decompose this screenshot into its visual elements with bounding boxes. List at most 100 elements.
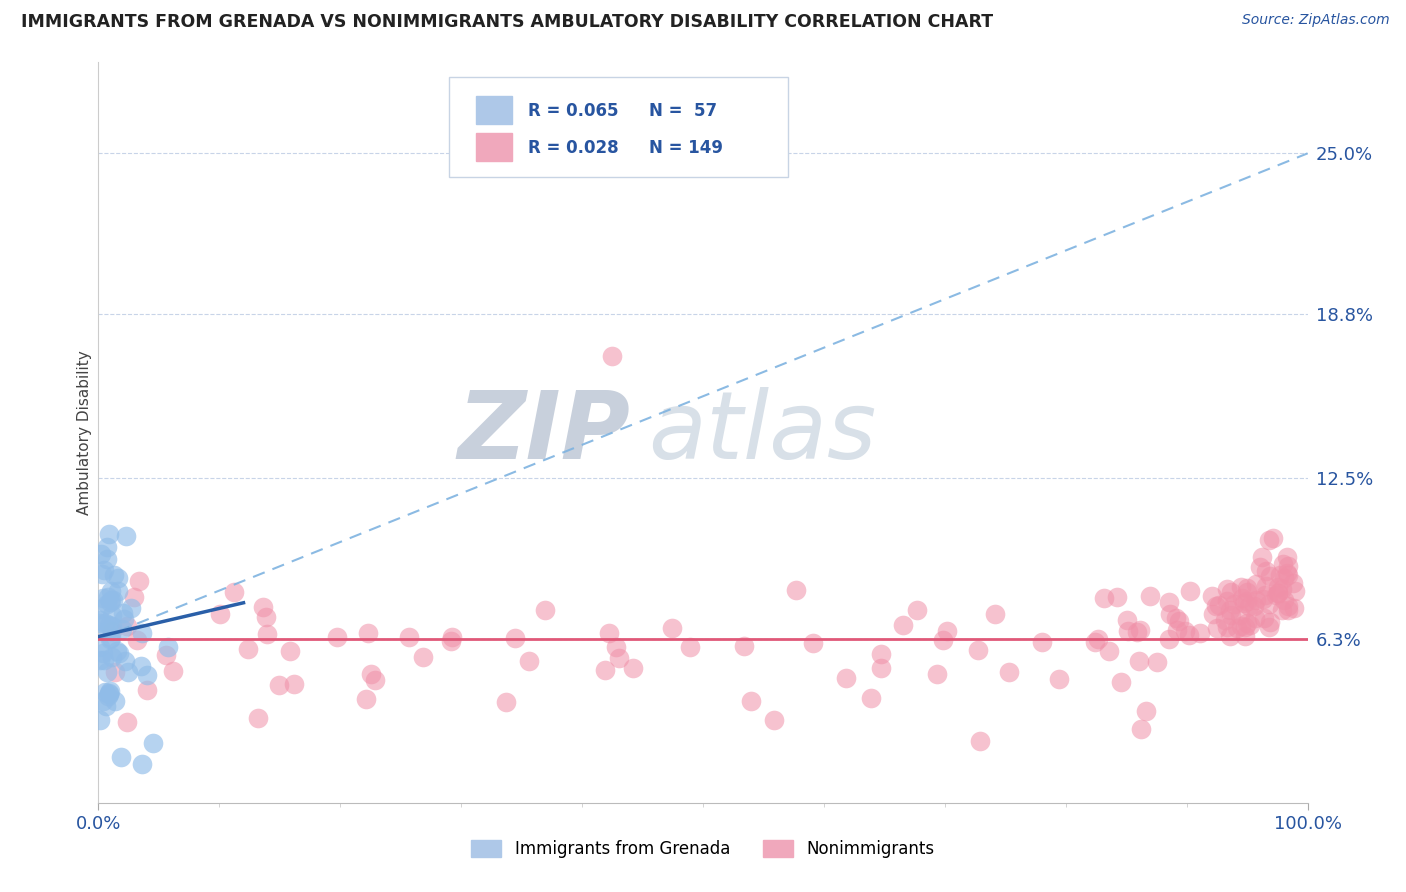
Point — [1215, 613, 1237, 627]
Point — [1261, 531, 1284, 545]
FancyBboxPatch shape — [449, 78, 787, 178]
Point — [1267, 586, 1289, 600]
Point — [96, 597, 118, 611]
Point — [114, 654, 136, 668]
Point — [503, 631, 526, 645]
Point — [1157, 632, 1180, 647]
Point — [117, 619, 139, 633]
Point — [91, 694, 114, 708]
Point — [1236, 594, 1258, 608]
Text: R = 0.028: R = 0.028 — [527, 138, 619, 157]
Point — [927, 667, 949, 681]
Point — [1277, 549, 1299, 564]
FancyBboxPatch shape — [475, 95, 512, 124]
Point — [115, 715, 138, 730]
Point — [1246, 576, 1268, 591]
Point — [89, 613, 111, 627]
Point — [89, 602, 111, 616]
Text: R = 0.065: R = 0.065 — [527, 102, 619, 120]
Point — [1284, 601, 1306, 615]
Point — [1282, 576, 1305, 591]
Text: Source: ZipAtlas.com: Source: ZipAtlas.com — [1241, 13, 1389, 28]
Point — [785, 582, 807, 597]
Point — [98, 632, 121, 647]
Point — [1271, 557, 1294, 571]
Point — [679, 640, 702, 655]
Point — [91, 566, 114, 581]
Point — [97, 688, 120, 702]
Point — [441, 630, 464, 644]
Point — [252, 600, 274, 615]
Point — [131, 756, 153, 771]
Point — [103, 568, 125, 582]
Point — [1274, 592, 1296, 607]
Point — [1220, 585, 1243, 599]
Point — [997, 665, 1019, 680]
Point — [932, 633, 955, 648]
Point — [984, 607, 1007, 621]
Point — [1277, 603, 1299, 617]
Point — [1277, 599, 1299, 613]
Point — [128, 574, 150, 589]
Point — [238, 642, 260, 657]
Point — [969, 734, 991, 748]
Point — [1174, 624, 1197, 639]
Point — [101, 607, 124, 622]
Point — [605, 640, 627, 654]
Point — [1201, 607, 1223, 622]
Point — [1116, 624, 1139, 639]
Point — [835, 671, 858, 685]
Point — [90, 547, 112, 561]
Point — [131, 626, 153, 640]
Point — [108, 646, 131, 660]
Point — [534, 602, 557, 616]
Point — [1229, 580, 1251, 594]
Point — [1129, 623, 1152, 637]
Text: IMMIGRANTS FROM GRENADA VS NONIMMIGRANTS AMBULATORY DISABILITY CORRELATION CHART: IMMIGRANTS FROM GRENADA VS NONIMMIGRANTS… — [21, 13, 993, 31]
Point — [97, 617, 120, 632]
Point — [97, 690, 120, 704]
Point — [1243, 599, 1265, 613]
Point — [1251, 549, 1274, 564]
Point — [1257, 597, 1279, 611]
Point — [93, 653, 115, 667]
Point — [1208, 598, 1230, 612]
Point — [1236, 581, 1258, 595]
Point — [256, 627, 278, 641]
FancyBboxPatch shape — [475, 133, 512, 161]
Point — [162, 664, 184, 678]
Point — [1253, 592, 1275, 607]
Point — [1268, 568, 1291, 582]
Point — [1253, 611, 1275, 625]
Point — [1239, 618, 1261, 632]
Point — [1107, 591, 1129, 605]
Point — [1178, 627, 1201, 641]
Point — [1126, 625, 1149, 640]
Point — [101, 618, 124, 632]
Point — [1216, 594, 1239, 608]
Point — [412, 650, 434, 665]
Point — [1084, 635, 1107, 649]
Point — [131, 658, 153, 673]
Point — [1166, 623, 1188, 637]
Point — [125, 633, 148, 648]
Point — [1256, 564, 1278, 578]
Point — [357, 626, 380, 640]
Point — [1205, 599, 1227, 613]
Point — [495, 695, 517, 709]
Point — [598, 625, 620, 640]
Point — [602, 349, 624, 363]
Point — [1047, 672, 1070, 686]
Point — [107, 584, 129, 599]
Point — [870, 647, 893, 661]
Point — [1258, 615, 1281, 629]
Point — [1219, 608, 1241, 623]
Point — [1092, 591, 1115, 605]
Point — [595, 663, 617, 677]
Point — [1109, 675, 1132, 690]
Point — [98, 594, 121, 608]
Point — [1206, 621, 1229, 635]
Point — [247, 711, 270, 725]
Point — [1139, 589, 1161, 603]
Point — [98, 683, 121, 698]
